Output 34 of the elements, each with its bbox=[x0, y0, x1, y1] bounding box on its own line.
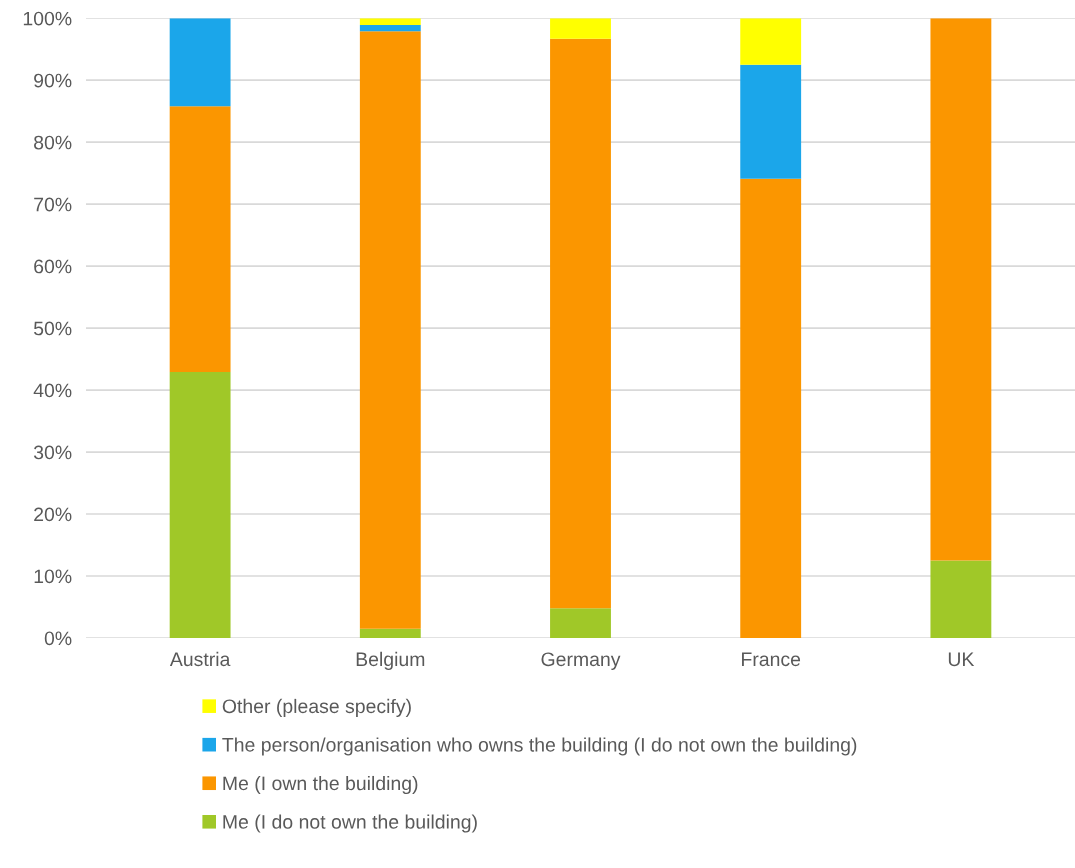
y-tick-label: 90% bbox=[34, 73, 72, 88]
y-tick-label: 70% bbox=[34, 197, 72, 212]
y-tick-label: 30% bbox=[33, 445, 72, 460]
bar bbox=[169, 18, 231, 107]
x-tick-label: Austria bbox=[169, 651, 231, 667]
y-tick-label: 0% bbox=[44, 631, 72, 646]
y-tick-label: 20% bbox=[34, 507, 72, 522]
x-tick-label: Germany bbox=[541, 652, 621, 670]
bar bbox=[930, 560, 992, 638]
bar bbox=[550, 18, 611, 39]
bar bbox=[359, 628, 421, 638]
legend-label: Me (I do not own the building) bbox=[223, 814, 477, 833]
legend-label: The person/organisation who owns the building (I do not own the building) bbox=[222, 737, 857, 756]
bar bbox=[740, 178, 802, 638]
bar bbox=[740, 18, 802, 65]
legend-label: Me (I own the building) bbox=[223, 775, 418, 795]
y-tick-label: 50% bbox=[33, 321, 72, 336]
x-tick-label: UK bbox=[948, 652, 975, 667]
y-tick-label: 100% bbox=[23, 11, 72, 26]
y-tick-label: 10% bbox=[34, 569, 72, 584]
bar bbox=[359, 25, 421, 32]
bar bbox=[169, 372, 231, 638]
bar bbox=[550, 38, 611, 609]
bar bbox=[930, 18, 992, 561]
y-tick-label: 40% bbox=[33, 383, 72, 398]
bar bbox=[550, 608, 611, 638]
bar bbox=[740, 64, 802, 179]
x-tick-label: Belgium bbox=[356, 651, 425, 670]
bar bbox=[359, 31, 421, 629]
y-tick-label: 60% bbox=[34, 259, 72, 274]
legend-label: Other (please specify) bbox=[222, 698, 411, 717]
y-tick-label: 80% bbox=[34, 135, 72, 150]
x-tick-label: France bbox=[742, 652, 801, 667]
bar bbox=[169, 106, 231, 373]
